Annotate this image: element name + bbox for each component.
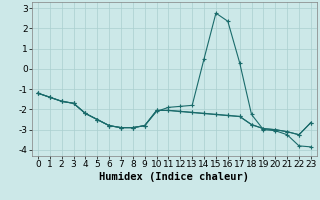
X-axis label: Humidex (Indice chaleur): Humidex (Indice chaleur) (100, 172, 249, 182)
